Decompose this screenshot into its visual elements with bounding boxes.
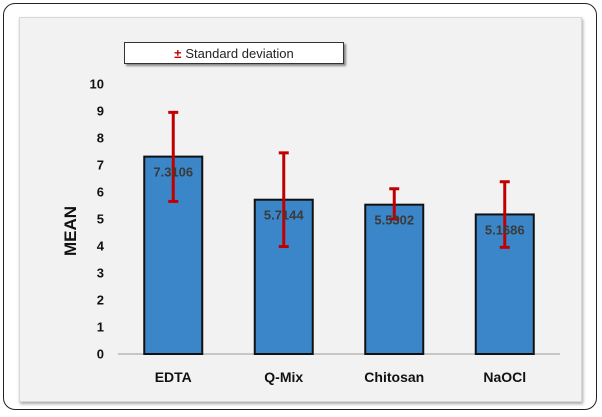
y-tick-label: 3 — [97, 266, 104, 281]
y-tick-label: 7 — [97, 158, 104, 173]
data-label: 7.3106 — [153, 165, 193, 180]
bars: 7.3106 5.7144 5.5302 5.1686 — [143, 110, 535, 355]
legend-label: Standard deviation — [185, 45, 294, 61]
x-tick-label: EDTA — [155, 369, 192, 385]
legend: ± Standard deviation — [124, 42, 344, 64]
y-tick-label: 6 — [97, 185, 104, 200]
y-tick-label: 4 — [97, 239, 105, 254]
x-tick-label: Chitosan — [364, 369, 424, 385]
axes: 0 1 2 3 4 5 6 7 8 9 10 EDTA Q-Mix Chitosan NaOCl — [90, 77, 560, 385]
data-label: 5.1686 — [485, 222, 525, 237]
data-label: 5.5302 — [374, 213, 414, 228]
y-axis-label: MEAN — [61, 206, 80, 256]
y-tick-label: 1 — [97, 320, 104, 335]
x-tick-label: Q-Mix — [264, 369, 303, 385]
y-tick-label: 8 — [97, 131, 104, 146]
y-tick-label: 9 — [97, 104, 104, 119]
y-tick-label: 10 — [90, 77, 104, 92]
y-tick-label: 0 — [97, 347, 104, 362]
legend-symbol: ± — [174, 45, 182, 61]
x-tick-label: NaOCl — [483, 369, 526, 385]
data-label: 5.7144 — [264, 208, 305, 223]
y-tick-label: 2 — [97, 293, 104, 308]
y-tick-label: 5 — [97, 212, 104, 227]
